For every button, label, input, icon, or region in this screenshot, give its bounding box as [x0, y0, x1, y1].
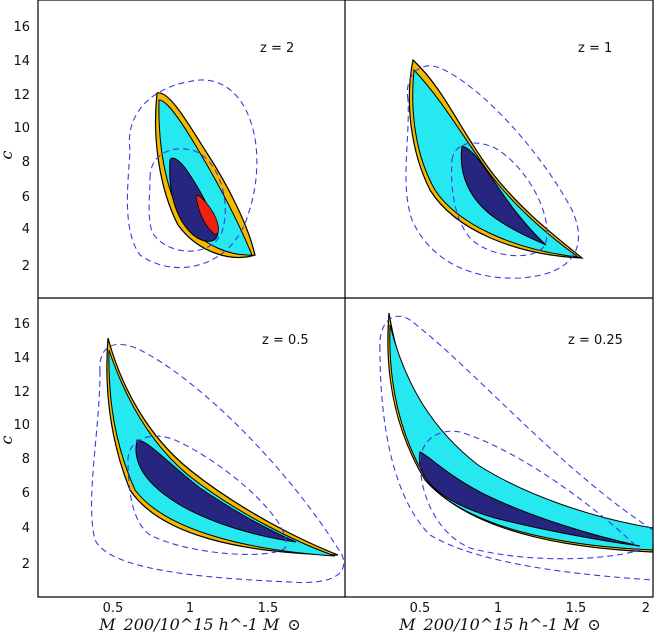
panel-z1	[405, 58, 584, 279]
z2-dashed-inner	[148, 148, 226, 252]
xtick-left-1: 1	[186, 601, 194, 616]
xtick-right-0.5: 0.5	[410, 601, 431, 616]
xtick-right-2: 2	[642, 601, 650, 616]
ylabel-top: c	[0, 150, 16, 159]
z025-dashed-inner	[419, 430, 642, 560]
panel-z025	[379, 312, 654, 581]
ytick-top-12: 12	[13, 88, 30, 103]
ytick-bottom-8: 8	[22, 452, 30, 467]
panel-label-z05: z = 0.5	[262, 333, 309, 348]
xlabel-right: M_200/10^15 h^-1 M_⊙	[398, 615, 601, 632]
z1-inner-contour	[460, 145, 547, 246]
z05-dashed-outer	[91, 343, 345, 584]
z05-middle-contour	[108, 349, 336, 557]
xtick-right-1.5: 1.5	[566, 601, 587, 616]
z1-dashed-outer	[405, 65, 580, 279]
ytick-bottom-6: 6	[22, 486, 30, 501]
z1-middle-contour	[412, 68, 580, 258]
panel-label-z025: z = 0.25	[568, 333, 623, 348]
ytick-bottom-10: 10	[13, 418, 30, 433]
ytick-top-2: 2	[22, 259, 30, 274]
panel-label-z1: z = 1	[578, 41, 612, 56]
ytick-bottom-16: 16	[13, 317, 30, 332]
xlabel-left: M_200/10^15 h^-1 M_⊙	[98, 615, 301, 632]
panel-label-z2: z = 2	[260, 41, 294, 56]
ytick-top-4: 4	[22, 222, 30, 237]
z05-inner-contour	[135, 439, 297, 543]
xtick-right-1: 1	[494, 601, 502, 616]
z1-dashed-inner	[451, 142, 548, 257]
ytick-top-8: 8	[22, 155, 30, 170]
z025-dashed-outer	[379, 315, 654, 581]
ytick-top-6: 6	[22, 190, 30, 205]
panel-z05	[91, 337, 345, 584]
z2-dashed-outer	[126, 79, 258, 269]
ytick-top-16: 16	[13, 20, 30, 35]
z025-inner-contour	[418, 451, 641, 547]
ytick-bottom-2: 2	[22, 557, 30, 572]
panel-z2	[126, 79, 258, 269]
xtick-left-1.5: 1.5	[258, 601, 279, 616]
ytick-top-10: 10	[13, 121, 30, 136]
ylabel-bottom: c	[0, 435, 16, 444]
ytick-bottom-12: 12	[13, 385, 30, 400]
xtick-left-0.5: 0.5	[103, 601, 124, 616]
ytick-bottom-14: 14	[13, 351, 30, 366]
ytick-top-14: 14	[13, 54, 30, 69]
ytick-bottom-4: 4	[22, 521, 30, 536]
z05-dashed-inner	[127, 435, 287, 555]
z2-core-contour	[195, 194, 219, 235]
